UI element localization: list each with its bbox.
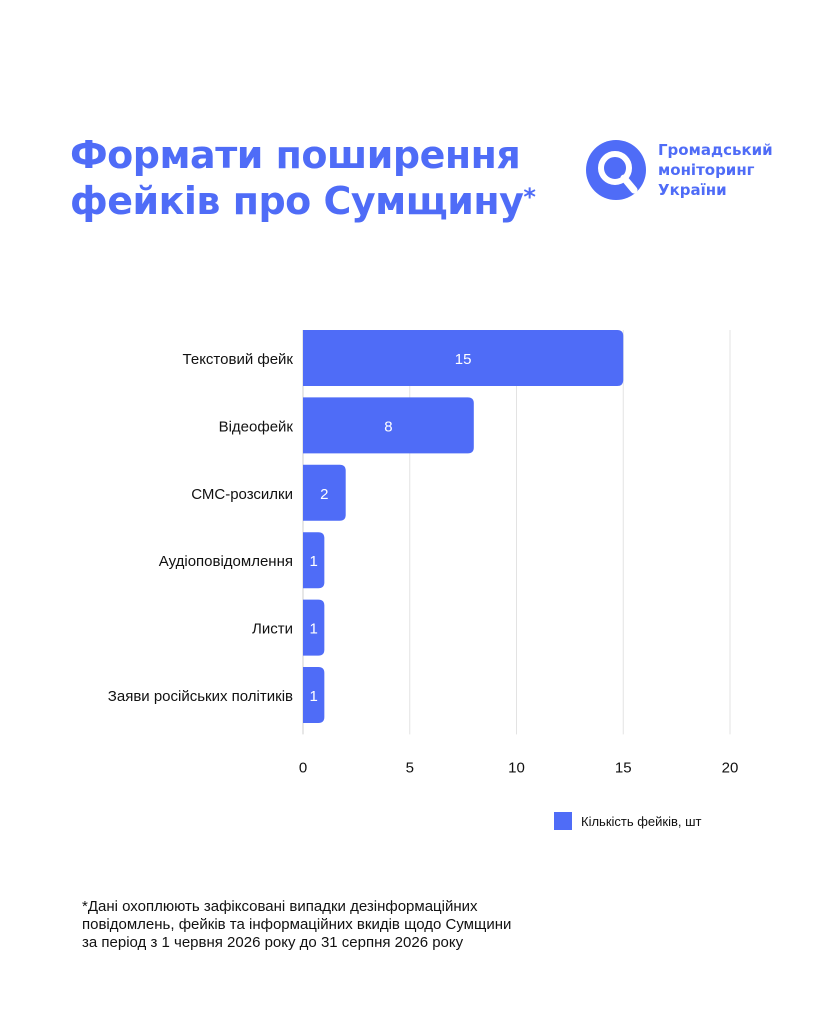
x-axis-ticks: 0 5 10 15 20: [299, 759, 739, 776]
category-labels: Текстовий фейк Відеофейк СМС-розсилки Аудіо…: [108, 351, 294, 705]
legend-label: Кількість фейків, шт: [581, 814, 702, 829]
chart-title: Формати поширення фейків про Сумщину*: [70, 132, 536, 224]
category-label: СМС-розсилки: [191, 486, 293, 503]
data-label: 1: [310, 688, 318, 705]
chart-title-line-1: Формати поширення: [70, 133, 521, 177]
chart-title-line-2-text: фейків про Сумщину: [70, 179, 524, 223]
chart-title-line-2: фейків про Сумщину*: [70, 178, 536, 224]
magnifier-logo-icon: [586, 140, 646, 200]
logo-text-line-1: Громадський: [658, 141, 773, 159]
category-label: Текстовий фейк: [183, 351, 294, 368]
value-labels: 15 8 2 1 1 1: [310, 351, 472, 705]
data-label: 1: [310, 553, 318, 570]
category-label: Відеофейк: [219, 418, 294, 435]
bar: [303, 667, 325, 723]
chart-bars: [303, 330, 624, 723]
footnote-line-2: повідомлень, фейків та інформаційних вки…: [82, 916, 512, 933]
bar-chart: Текстовий фейк Відеофейк СМС-розсилки Аудіо…: [108, 330, 739, 830]
logo-text: Громадський моніторинг України: [658, 140, 773, 200]
chart-grid: [302, 330, 731, 735]
chart-legend: Кількість фейків, шт: [554, 812, 702, 830]
footnote-line-3: за період з 1 червня 2026 року до 31 сер…: [82, 934, 464, 951]
footnote: *Дані охоплюють зафіксовані випадки дезі…: [82, 898, 511, 952]
logo: Громадський моніторинг України: [586, 140, 773, 200]
data-label: 1: [310, 621, 318, 638]
category-label: Заяви російських політиків: [108, 688, 293, 705]
bar: [303, 599, 325, 656]
bar: [303, 532, 325, 589]
logo-text-line-2: моніторинг: [658, 161, 755, 179]
title-asterisk: *: [523, 183, 536, 211]
legend-swatch: [554, 812, 572, 830]
bar: [303, 464, 346, 521]
category-label: Листи: [252, 621, 293, 638]
x-tick-label: 5: [406, 759, 414, 776]
x-tick-label: 15: [615, 759, 632, 776]
bar: [303, 330, 624, 386]
x-tick-label: 20: [722, 759, 739, 776]
x-tick-label: 10: [508, 759, 525, 776]
data-label: 15: [455, 351, 472, 368]
data-label: 2: [320, 486, 328, 503]
footnote-line-1: *Дані охоплюють зафіксовані випадки дезі…: [82, 898, 478, 915]
bar: [303, 397, 474, 454]
logo-text-line-3: України: [658, 181, 727, 199]
category-label: Аудіоповідомлення: [159, 553, 293, 570]
data-label: 8: [384, 418, 392, 435]
x-tick-label: 0: [299, 759, 307, 776]
